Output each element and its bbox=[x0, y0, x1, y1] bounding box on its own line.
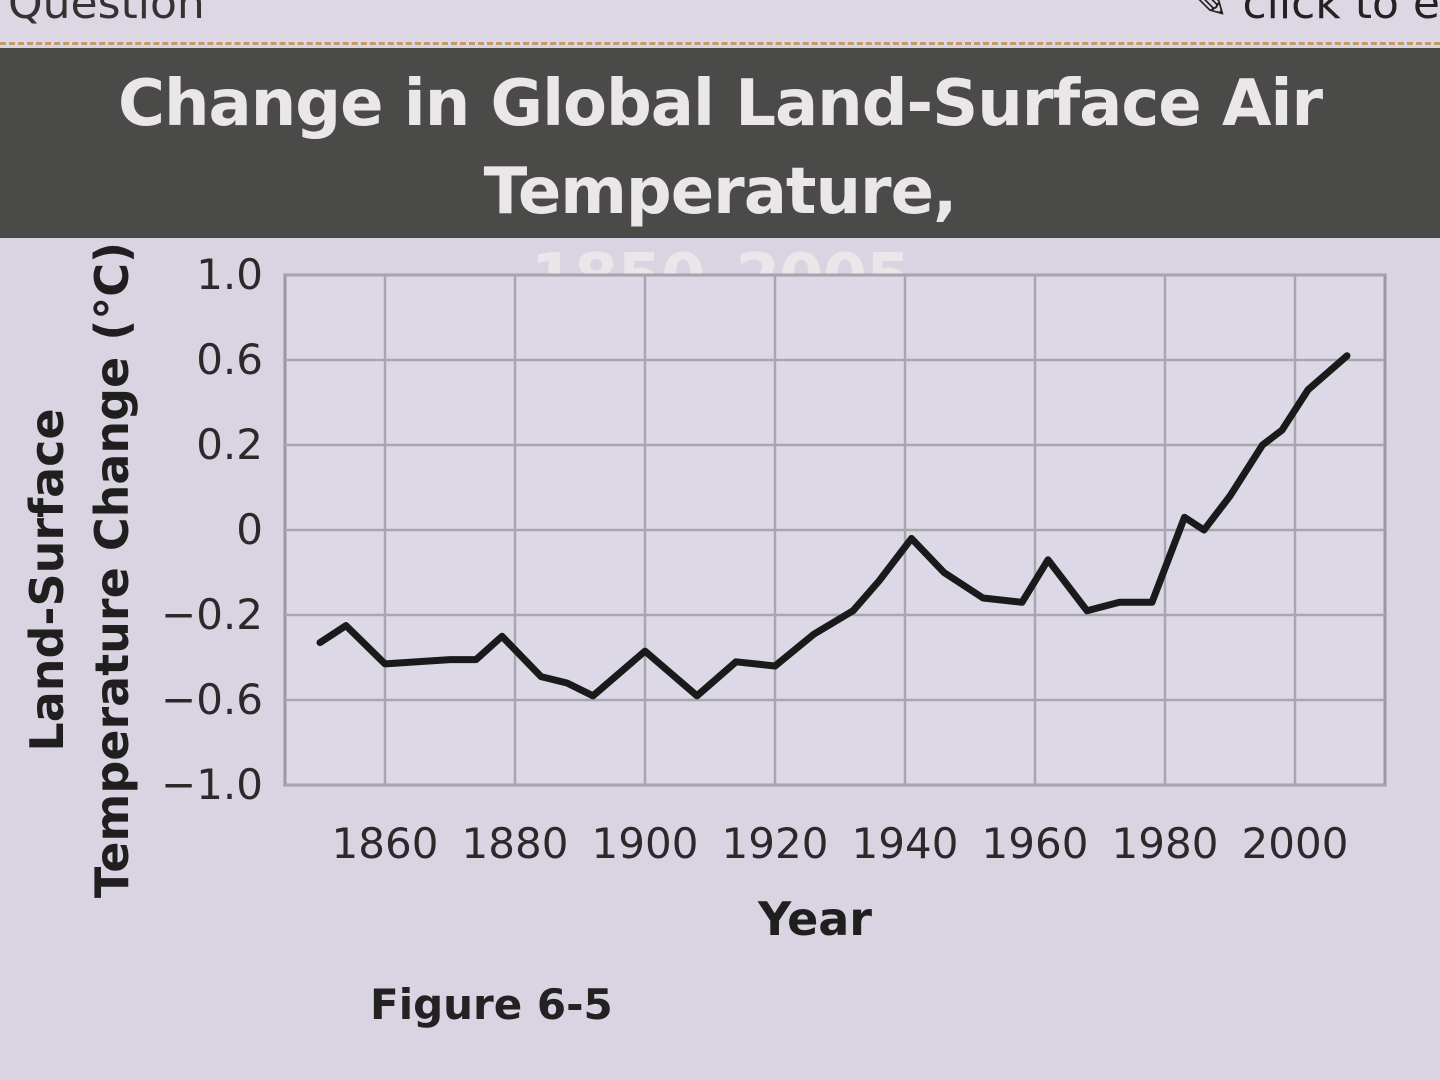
x-tick-label: 1860 bbox=[332, 819, 439, 868]
x-tick-label: 1880 bbox=[462, 819, 569, 868]
figure-caption: Figure 6-5 bbox=[370, 980, 613, 1029]
y-tick-label: −0.2 bbox=[161, 590, 263, 639]
y-axis-label-line2: Temperature Change (°C) bbox=[85, 242, 139, 898]
chart-title: Change in Global Land-Surface Air Temper… bbox=[117, 67, 1323, 229]
x-tick-label: 1900 bbox=[592, 819, 699, 868]
y-tick-label: 1.0 bbox=[196, 250, 263, 299]
y-tick-label: −1.0 bbox=[161, 760, 263, 809]
question-label: Question bbox=[8, 0, 205, 29]
y-tick-label: −0.6 bbox=[161, 675, 263, 724]
x-tick-label: 1980 bbox=[1112, 819, 1219, 868]
temperature-line bbox=[316, 352, 1351, 700]
y-tick-label: 0 bbox=[236, 505, 263, 554]
y-tick-label: 0.2 bbox=[196, 420, 263, 469]
question-header: Question ✎ click to e bbox=[0, 0, 1440, 45]
x-axis-label: Year bbox=[757, 892, 872, 946]
x-tick-label: 1920 bbox=[722, 819, 829, 868]
x-tick-label: 1960 bbox=[982, 819, 1089, 868]
x-tick-label: 2000 bbox=[1242, 819, 1349, 868]
y-axis-label-line1: Land-Surface bbox=[20, 408, 74, 751]
y-tick-label: 0.6 bbox=[196, 335, 263, 384]
edit-label: click to e bbox=[1242, 0, 1440, 29]
x-tick-label: 1940 bbox=[852, 819, 959, 868]
edit-link[interactable]: ✎ click to e bbox=[1192, 0, 1440, 29]
pencil-icon: ✎ bbox=[1191, 0, 1229, 29]
